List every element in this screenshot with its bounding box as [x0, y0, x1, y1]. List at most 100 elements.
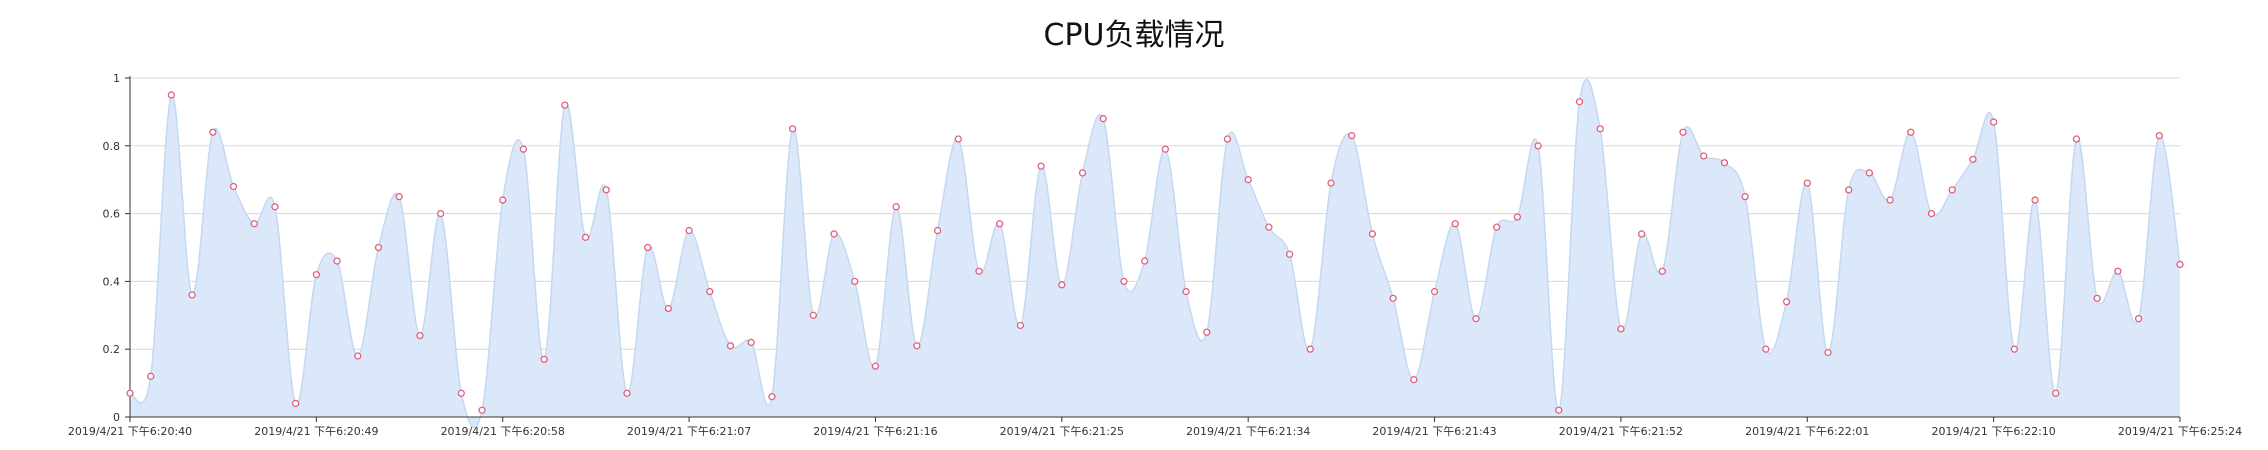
data-point[interactable]	[1141, 257, 1149, 265]
data-point[interactable]	[1182, 287, 1190, 296]
data-point[interactable]	[519, 145, 528, 153]
data-point[interactable]	[1845, 186, 1853, 194]
data-point[interactable]	[871, 362, 880, 370]
data-point[interactable]	[2072, 135, 2081, 143]
data-point[interactable]	[913, 342, 921, 350]
data-point[interactable]	[2155, 131, 2163, 140]
data-point[interactable]	[747, 338, 755, 347]
data-point[interactable]	[1700, 152, 1708, 160]
data-point[interactable]	[623, 389, 631, 397]
data-point[interactable]	[312, 270, 321, 279]
data-point[interactable]	[706, 287, 714, 296]
data-point[interactable]	[954, 135, 962, 143]
data-point[interactable]	[2176, 260, 2184, 269]
data-point[interactable]	[1203, 328, 1211, 336]
data-point[interactable]	[1720, 159, 1729, 167]
data-point[interactable]	[1865, 169, 1874, 177]
data-point[interactable]	[851, 277, 859, 286]
data-point[interactable]	[1679, 128, 1687, 136]
data-point[interactable]	[167, 91, 176, 99]
data-point[interactable]	[1285, 250, 1294, 258]
data-point[interactable]	[374, 243, 383, 252]
data-point[interactable]	[892, 203, 900, 211]
data-point[interactable]	[2031, 196, 2039, 204]
data-point[interactable]	[1410, 376, 1418, 384]
data-point[interactable]	[1555, 406, 1563, 414]
data-point[interactable]	[229, 182, 238, 191]
data-point[interactable]	[1927, 209, 1936, 218]
data-point[interactable]	[478, 406, 486, 414]
data-point[interactable]	[1472, 315, 1480, 323]
data-point[interactable]	[1265, 223, 1273, 231]
data-point[interactable]	[188, 291, 196, 299]
data-point[interactable]	[644, 243, 652, 252]
data-point[interactable]	[1389, 294, 1397, 303]
data-point[interactable]	[1617, 325, 1625, 333]
data-point[interactable]	[416, 331, 424, 340]
data-point[interactable]	[126, 389, 134, 397]
data-point[interactable]	[2052, 389, 2060, 397]
data-point[interactable]	[788, 125, 797, 133]
data-point[interactable]	[768, 393, 776, 401]
data-point[interactable]	[1513, 213, 1522, 221]
data-point[interactable]	[581, 233, 590, 241]
data-point[interactable]	[540, 355, 548, 364]
data-point[interactable]	[1824, 348, 1832, 357]
data-point[interactable]	[1637, 230, 1646, 238]
data-point[interactable]	[1575, 98, 1584, 106]
data-point[interactable]	[271, 203, 279, 211]
data-point[interactable]	[1658, 267, 1666, 275]
data-point[interactable]	[1016, 321, 1025, 330]
data-point[interactable]	[1430, 287, 1439, 296]
data-point[interactable]	[292, 399, 300, 408]
data-point[interactable]	[1803, 179, 1811, 187]
data-point[interactable]	[1223, 135, 1232, 143]
data-point[interactable]	[1493, 223, 1501, 231]
data-point[interactable]	[1886, 196, 1894, 204]
data-point[interactable]	[1099, 115, 1107, 123]
data-point[interactable]	[1782, 298, 1791, 306]
data-point[interactable]	[933, 226, 942, 235]
data-point[interactable]	[457, 389, 465, 397]
data-point[interactable]	[809, 311, 817, 319]
data-point[interactable]	[726, 342, 735, 350]
data-point[interactable]	[1058, 281, 1066, 289]
data-point[interactable]	[1948, 186, 1956, 194]
data-point[interactable]	[1161, 145, 1169, 153]
data-point[interactable]	[1534, 142, 1542, 150]
data-point[interactable]	[499, 196, 507, 204]
data-point[interactable]	[975, 267, 983, 275]
data-point[interactable]	[2114, 267, 2122, 275]
data-point[interactable]	[1037, 162, 1045, 170]
data-point[interactable]	[664, 304, 673, 313]
data-point[interactable]	[1348, 131, 1356, 140]
data-point[interactable]	[1451, 220, 1459, 228]
data-point[interactable]	[685, 226, 693, 235]
data-point[interactable]	[1762, 345, 1770, 353]
data-point[interactable]	[561, 101, 569, 109]
data-point[interactable]	[1120, 277, 1128, 286]
data-point[interactable]	[333, 257, 341, 265]
data-point[interactable]	[1907, 128, 1915, 136]
data-point[interactable]	[1969, 155, 1977, 164]
data-point[interactable]	[2093, 294, 2101, 303]
data-point[interactable]	[2010, 345, 2018, 353]
data-point[interactable]	[436, 209, 445, 218]
data-point[interactable]	[1244, 176, 1252, 184]
data-point[interactable]	[395, 192, 403, 201]
data-point[interactable]	[250, 220, 258, 228]
data-point[interactable]	[2134, 315, 2143, 323]
data-point[interactable]	[1989, 118, 1998, 126]
data-point[interactable]	[602, 186, 610, 194]
data-point[interactable]	[996, 220, 1004, 228]
data-point[interactable]	[209, 128, 217, 136]
data-point[interactable]	[1596, 125, 1604, 133]
data-point[interactable]	[354, 352, 362, 360]
data-point[interactable]	[1327, 179, 1335, 187]
data-point[interactable]	[1078, 169, 1087, 177]
data-point[interactable]	[1368, 230, 1377, 238]
data-point[interactable]	[830, 230, 838, 238]
data-point[interactable]	[1306, 345, 1314, 353]
data-point[interactable]	[147, 372, 155, 380]
data-point[interactable]	[1741, 192, 1749, 201]
